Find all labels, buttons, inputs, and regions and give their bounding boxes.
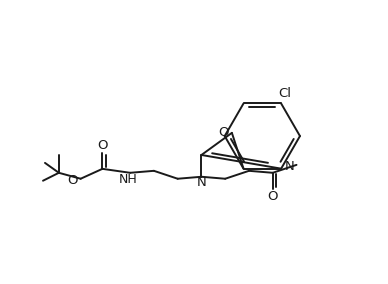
Text: O: O [68, 174, 78, 187]
Text: N: N [285, 160, 295, 173]
Text: O: O [267, 190, 278, 203]
Text: NH: NH [119, 173, 137, 186]
Text: O: O [97, 139, 107, 152]
Text: N: N [197, 176, 206, 189]
Text: Cl: Cl [279, 87, 292, 100]
Text: O: O [219, 126, 229, 139]
